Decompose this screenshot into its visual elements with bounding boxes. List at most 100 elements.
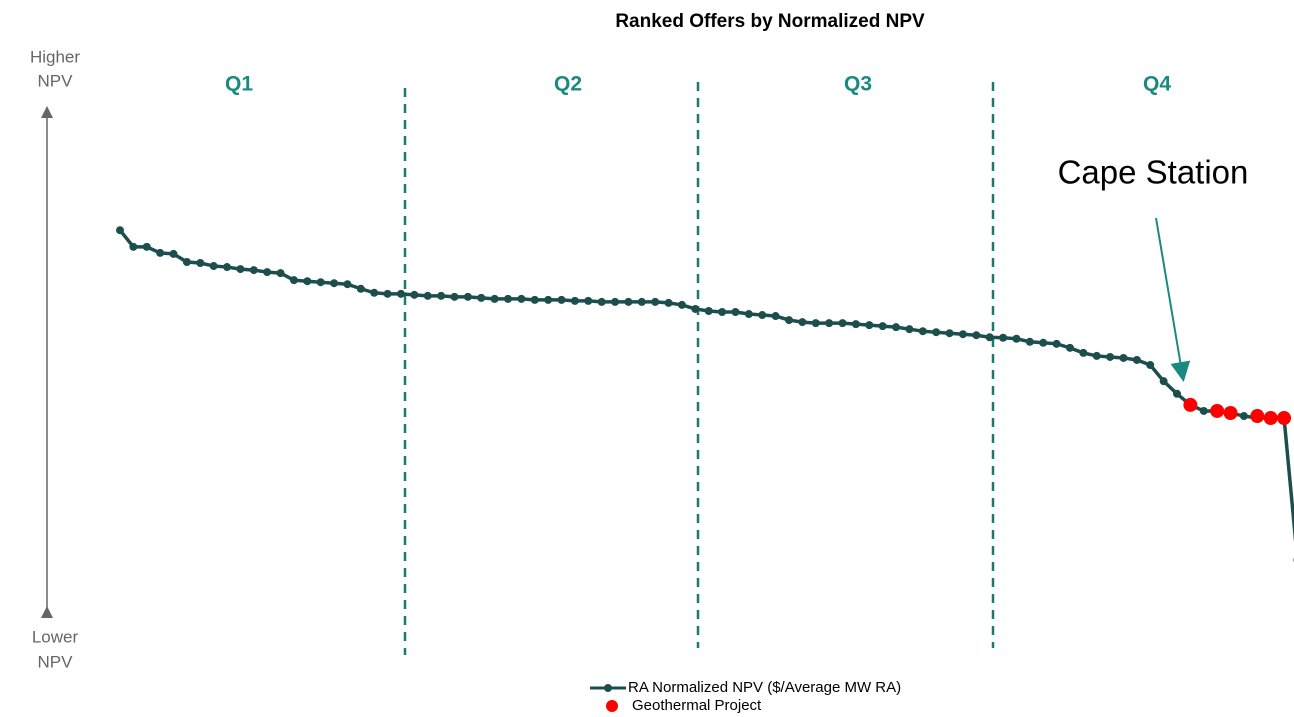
point [1079,348,1088,357]
point [999,333,1008,342]
point [410,290,419,299]
point [236,265,245,274]
point [396,289,405,298]
point [383,289,392,298]
point [624,297,633,306]
point [691,304,700,313]
point [289,276,298,285]
axis-top-label: NPV [38,71,74,90]
quartile-label: Q1 [225,73,253,96]
geothermal-point [1210,403,1225,418]
point [263,268,272,277]
point [851,320,860,329]
annotation-arrow [1155,217,1191,382]
point [1132,355,1141,364]
point [704,306,713,315]
point [276,269,285,278]
point [892,323,901,332]
point [356,284,365,293]
legend-label: Geothermal Project [632,697,762,714]
axis-top-label: Higher [30,47,80,66]
point [1199,406,1208,415]
annotation: Cape Station [1058,154,1249,191]
point [1092,351,1101,360]
quartile-dividers [403,82,995,655]
point [1119,353,1128,362]
point [838,319,847,328]
point [530,295,539,304]
point [798,318,807,327]
point [1065,343,1074,352]
axis-bottom-label: Lower [32,627,79,646]
point [316,278,325,287]
point [450,292,459,301]
point [611,297,620,306]
point [1146,361,1155,370]
legend-label: RA Normalized NPV ($/Average MW RA) [628,679,901,696]
point [677,300,686,309]
point [343,280,352,289]
geothermal-point [1250,409,1265,424]
point [1106,352,1115,361]
point [1239,412,1248,421]
point [918,327,927,336]
legend-dot [606,700,618,712]
quartile-label: Q4 [1143,73,1171,96]
point [116,226,124,235]
point [303,277,312,286]
point [517,294,526,303]
point [544,295,553,304]
point [651,297,660,306]
point [972,331,981,340]
point [771,312,780,321]
point [129,242,138,251]
point [664,298,673,307]
point [463,292,472,301]
point [477,293,486,302]
point [1052,339,1061,348]
point [570,296,579,305]
point [423,291,432,300]
point [905,325,914,334]
point [945,329,954,338]
quartile-label: Q2 [554,73,582,96]
point [758,311,767,320]
point [196,259,205,268]
point [1039,338,1048,347]
point [865,321,874,330]
point [1159,377,1168,386]
point [744,310,753,319]
point [958,330,967,339]
point [1025,337,1034,346]
point [731,308,740,316]
geothermal-point [1277,411,1292,426]
point [504,294,513,303]
point [209,262,218,271]
point [249,266,258,275]
point [1173,389,1182,398]
point [825,319,834,328]
quartile-label: Q3 [844,73,872,96]
legend-dot [604,684,612,692]
point [437,291,446,300]
geothermal-point [1223,406,1238,420]
point [811,319,820,328]
point [932,328,941,337]
point [985,333,994,342]
point [490,294,499,303]
geothermal-point [1183,397,1198,412]
point [584,296,593,305]
point [878,322,887,331]
axis-bottom-label: NPV [38,652,74,671]
point [785,316,793,325]
point [169,249,178,258]
point [370,288,379,297]
point [718,308,727,316]
point [597,297,606,306]
geothermal-point [1263,411,1278,426]
point [1012,334,1021,343]
point [156,248,165,257]
point [182,258,191,267]
